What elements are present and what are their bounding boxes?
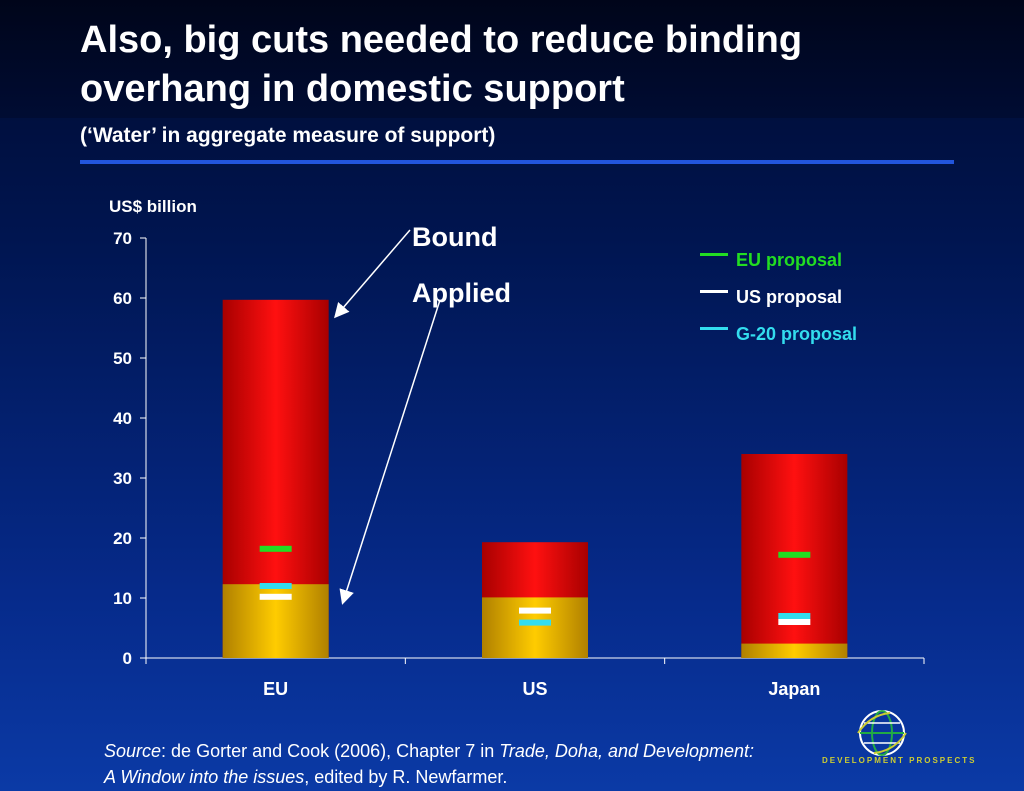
legend-label-us: US proposal: [736, 287, 843, 307]
source-note: Source: de Gorter and Cook (2006), Chapt…: [104, 738, 764, 790]
proposal-mark-g-20-proposal-us: [519, 619, 551, 626]
y-tick-label: 10: [113, 589, 132, 608]
bar-applied-japan: [741, 643, 848, 658]
y-tick-label: 20: [113, 529, 132, 548]
x-category-label: EU: [263, 679, 288, 699]
slide-title: Also, big cuts needed to reduce binding …: [80, 19, 803, 110]
legend-item-g20: G-20 proposal: [700, 324, 857, 345]
slide-subtitle: (‘Water’ in aggregate measure of support…: [80, 124, 496, 147]
logo-text: DEVELOPMENT PROSPECTS: [822, 756, 977, 765]
source-text-2: , edited by R. Newfarmer.: [304, 767, 508, 787]
x-category-label: US: [522, 679, 547, 699]
y-tick-label: 30: [113, 469, 132, 488]
proposal-mark-us-proposal-us: [519, 607, 551, 614]
bound-annotation: Bound: [412, 222, 498, 252]
y-tick-label: 70: [113, 229, 132, 248]
source-text-1: : de Gorter and Cook (2006), Chapter 7 i…: [161, 741, 500, 761]
applied-annotation: Applied: [412, 278, 511, 308]
y-axis-label: US$ billion: [109, 197, 197, 216]
bound-arrow: [334, 229, 411, 319]
applied-arrow: [339, 299, 441, 605]
legend-item-eu: EU proposal: [700, 250, 842, 271]
legend-swatch-eu: [700, 253, 728, 256]
bar-applied-us: [482, 597, 588, 658]
development-prospects-logo: [857, 710, 907, 756]
proposal-mark-eu-proposal-japan: [778, 551, 811, 558]
legend-item-us: US proposal: [700, 287, 842, 308]
legend-swatch-g20: [700, 327, 728, 330]
proposal-mark-eu-proposal-eu: [259, 545, 292, 552]
proposal-mark-g-20-proposal-japan: [778, 613, 811, 619]
legend-label-g20: G-20 proposal: [736, 324, 858, 344]
y-tick-label: 50: [113, 349, 132, 368]
title-divider: [80, 160, 954, 164]
proposal-mark-us-proposal-eu: [259, 593, 292, 600]
source-label: Source: [104, 741, 162, 761]
y-tick-label: 0: [123, 649, 132, 668]
source-book-title: Trade, Doha, and Development: A Window i…: [104, 741, 755, 787]
y-tick-label: 60: [113, 289, 132, 308]
legend-label-eu: EU proposal: [736, 250, 843, 270]
y-tick-label: 40: [113, 409, 132, 428]
title-band: [0, 0, 1024, 118]
x-category-label: Japan: [768, 679, 820, 699]
legend-swatch-us: [700, 290, 728, 293]
proposal-mark-us-proposal-japan: [778, 619, 811, 625]
proposal-mark-g-20-proposal-eu: [259, 583, 292, 589]
